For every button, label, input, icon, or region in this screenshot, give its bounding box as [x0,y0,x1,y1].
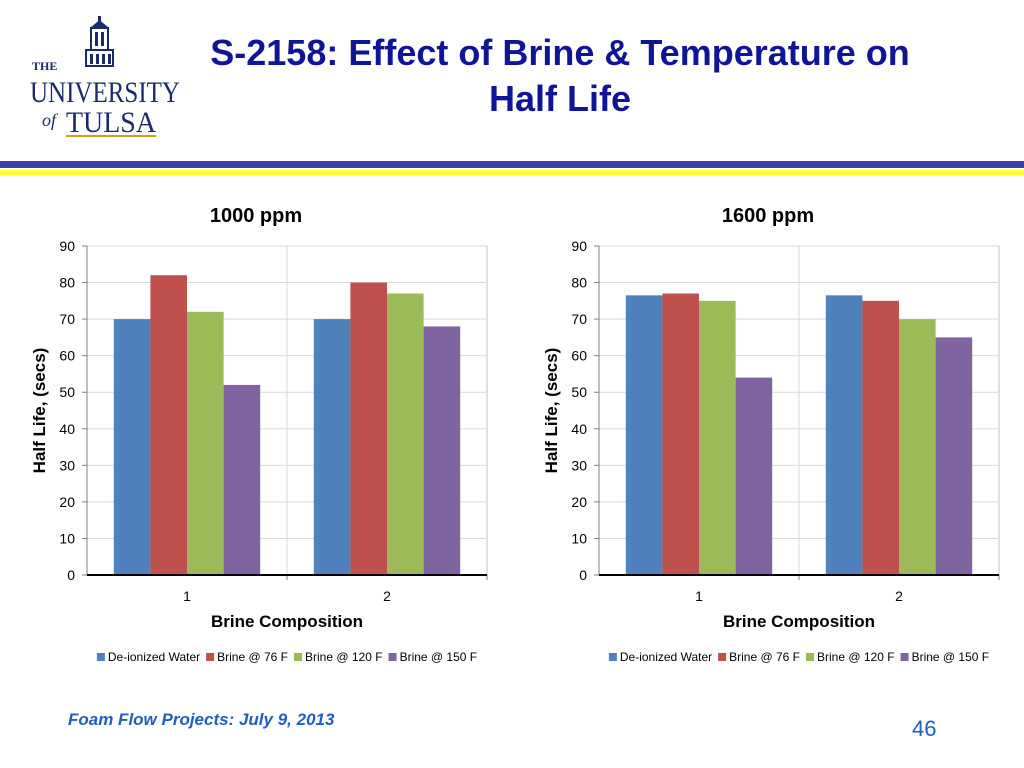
logo-of: of [42,110,59,130]
y-axis-label: Half Life, (secs) [30,348,49,474]
legend-swatch [96,653,105,661]
y-tick-label: 0 [579,567,587,583]
logo-tulsa: TULSA [66,106,156,139]
slide-title-line2: Half Life [488,78,631,119]
y-tick-label: 30 [571,457,587,473]
chart-title: 1000 ppm [210,205,302,227]
legend-item: De-ionized Water [608,650,712,664]
bar [662,293,699,575]
legend-swatch [806,653,815,661]
y-tick-label: 80 [571,275,587,291]
legend-label: Brine @ 120 F [305,650,383,664]
slide-title-line1: S-2158: Effect of Brine & Temperature on [210,32,910,73]
legend-label: De-ionized Water [108,650,200,664]
x-tick-label: 2 [383,588,391,604]
bar [825,295,863,575]
bar [187,311,224,575]
legend-swatch [608,653,617,661]
y-tick-label: 10 [571,530,587,546]
y-tick-label: 30 [59,457,75,473]
y-axis-label: Half Life, (secs) [542,348,561,474]
y-tick-label: 60 [59,348,75,364]
y-tick-label: 0 [67,567,75,583]
legend-item: Brine @ 76 F [206,650,288,664]
y-tick-label: 40 [59,421,75,437]
legend-item: Brine @ 120 F [806,650,895,664]
legend-swatch [900,653,909,661]
bar [350,282,387,575]
tower-icon [85,16,114,67]
y-tick-label: 50 [571,384,587,400]
y-tick-label: 40 [571,421,587,437]
x-axis-label: Brine Composition [723,612,875,631]
bar [150,275,187,575]
legend-label: Brine @ 76 F [729,650,800,664]
legend-label: Brine @ 120 F [817,650,895,664]
y-tick-label: 80 [59,275,75,291]
legend-label: Brine @ 150 F [400,650,478,664]
bar [387,293,424,575]
legend-label: Brine @ 150 F [912,650,990,664]
chart-title: 1600 ppm [722,205,814,227]
bar [862,300,899,575]
university-of-tulsa-logo: THE UNIVERSITY of TULSA [30,16,180,139]
page-number: 46 [912,716,937,741]
bar [223,384,261,575]
y-tick-label: 60 [571,348,587,364]
legend-item: Brine @ 76 F [718,650,800,664]
x-tick-label: 1 [695,588,703,604]
chart-1600-ppm: 1600 ppm 0 10 20 30 40 50 60 70 80 90 1 2 Brine Compo… [542,205,1000,664]
bar [699,300,736,575]
x-axis-label: Brine Composition [211,612,363,631]
y-tick-label: 90 [59,238,75,254]
legend-item: Brine @ 120 F [294,650,383,664]
bar [935,337,973,575]
bar [899,319,936,575]
slide-title: S-2158: Effect of Brine & Temperature on… [160,30,960,122]
legend-swatch [294,653,303,661]
legend-item: Brine @ 150 F [900,650,990,664]
logo-the: THE [32,59,57,73]
y-tick-label: 70 [59,311,75,327]
bar [423,326,461,575]
legend-swatch [206,653,215,661]
y-tick-label: 50 [59,384,75,400]
header-rule-yellow [0,170,1024,175]
logo-university: UNIVERSITY [30,76,180,109]
legend-swatch [718,653,727,661]
legend-label: De-ionized Water [620,650,712,664]
legend-label: Brine @ 76 F [217,650,288,664]
y-tick-label: 20 [59,494,75,510]
y-tick-label: 20 [571,494,587,510]
x-tick-label: 1 [183,588,191,604]
legend-swatch [388,653,397,661]
x-tick-label: 2 [895,588,903,604]
y-tick-label: 90 [571,238,587,254]
footer-text: Foam Flow Projects: July 9, 2013 [68,710,335,729]
bar [625,295,663,575]
legend-item: Brine @ 150 F [388,650,478,664]
bar [313,319,351,575]
header-rule-blue [0,161,1024,168]
bar [113,319,151,575]
bar [735,377,773,575]
y-tick-label: 70 [571,311,587,327]
y-tick-label: 10 [59,530,75,546]
legend-item: De-ionized Water [96,650,200,664]
chart-1000-ppm: 1000 ppm 0 10 20 30 40 50 60 70 80 90 1 2 Brine Compo… [30,205,488,664]
